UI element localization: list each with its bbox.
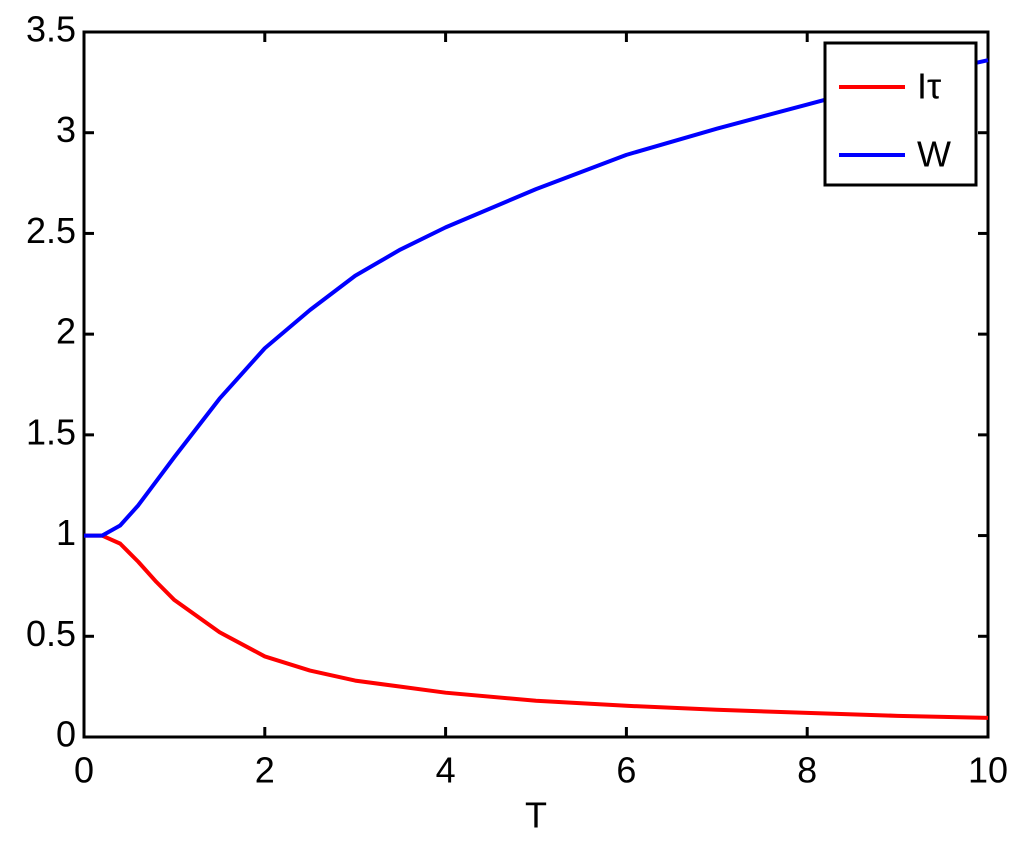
legend-label: W bbox=[917, 134, 951, 175]
y-tick-label: 2 bbox=[56, 311, 76, 352]
x-tick-label: 8 bbox=[797, 750, 817, 791]
x-tick-label: 10 bbox=[968, 750, 1008, 791]
x-tick-label: 0 bbox=[74, 750, 94, 791]
legend-label: Iτ bbox=[917, 66, 941, 107]
x-axis-label: T bbox=[525, 795, 547, 836]
y-tick-label: 1.5 bbox=[26, 411, 76, 452]
x-tick-label: 4 bbox=[436, 750, 456, 791]
y-tick-label: 2.5 bbox=[26, 210, 76, 251]
y-tick-label: 0.5 bbox=[26, 613, 76, 654]
line-series bbox=[84, 58, 989, 538]
y-tick-label: 3 bbox=[56, 109, 76, 150]
y-tick-label: 3.5 bbox=[26, 9, 76, 50]
x-tick-label: 2 bbox=[255, 750, 275, 791]
x-tick-label: 6 bbox=[616, 750, 636, 791]
y-tick-label: 1 bbox=[56, 512, 76, 553]
line-series bbox=[84, 533, 989, 720]
y-tick-label: 0 bbox=[56, 714, 76, 755]
legend-box bbox=[823, 41, 978, 187]
